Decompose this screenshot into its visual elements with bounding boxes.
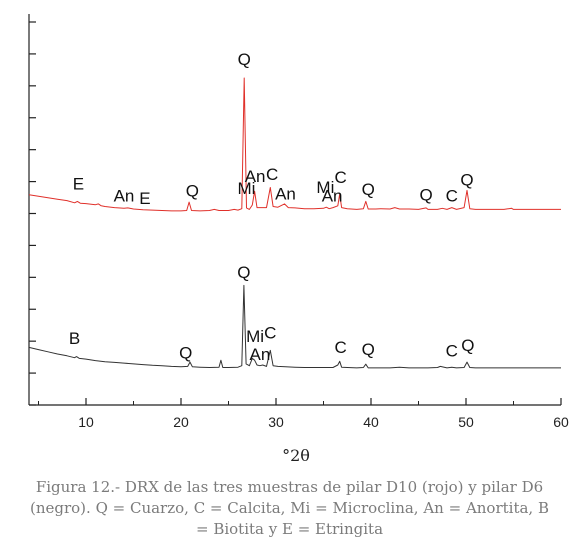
peak-label: Mi (316, 178, 334, 197)
x-axis-title: °2θ (282, 446, 310, 465)
series-line-2 (28, 284, 561, 369)
peak-label: An (250, 345, 271, 364)
caption-line-1: Figura 12.- DRX de las tres muestras de … (35, 478, 544, 496)
peak-label: Q (186, 182, 199, 201)
x-tick-label: 40 (363, 414, 379, 430)
peak-label: C (334, 338, 346, 357)
peak-label: C (446, 186, 458, 205)
x-tick-label: 50 (458, 414, 474, 430)
caption-line-2: (negro). Q = Cuarzo, C = Calcita, Mi = M… (29, 499, 549, 517)
peak-label: B (69, 329, 80, 348)
x-tick-label: 10 (78, 414, 94, 430)
peak-label: C (266, 165, 278, 184)
peak-label: Q (461, 336, 474, 355)
peak-label: Q (179, 343, 192, 362)
x-tick-label: 30 (268, 414, 284, 430)
peak-label: Q (238, 50, 251, 69)
peak-label: E (73, 174, 84, 193)
peak-label: Q (237, 263, 250, 282)
peak-label: An (275, 185, 296, 204)
peak-label: Mi (246, 327, 264, 346)
x-tick-label: 20 (173, 414, 189, 430)
peak-label: An (245, 167, 266, 186)
peak-label: C (334, 168, 346, 187)
figure-caption: Figura 12.- DRX de las tres muestras de … (10, 477, 569, 540)
peak-label: Q (362, 340, 375, 359)
series-line-1 (28, 77, 561, 212)
peak-label: E (139, 189, 150, 208)
peak-label: Mi (238, 179, 256, 198)
peak-label: Q (419, 185, 432, 204)
peak-label: C (446, 342, 458, 361)
peak-label: Q (362, 180, 375, 199)
peak-label: C (264, 323, 276, 342)
peak-label: Q (460, 171, 473, 190)
x-tick-label: 60 (553, 414, 569, 430)
peak-label: An (114, 186, 135, 205)
caption-line-3: = Biotita y E = Etringita (195, 520, 384, 538)
peak-label: An (322, 186, 343, 205)
